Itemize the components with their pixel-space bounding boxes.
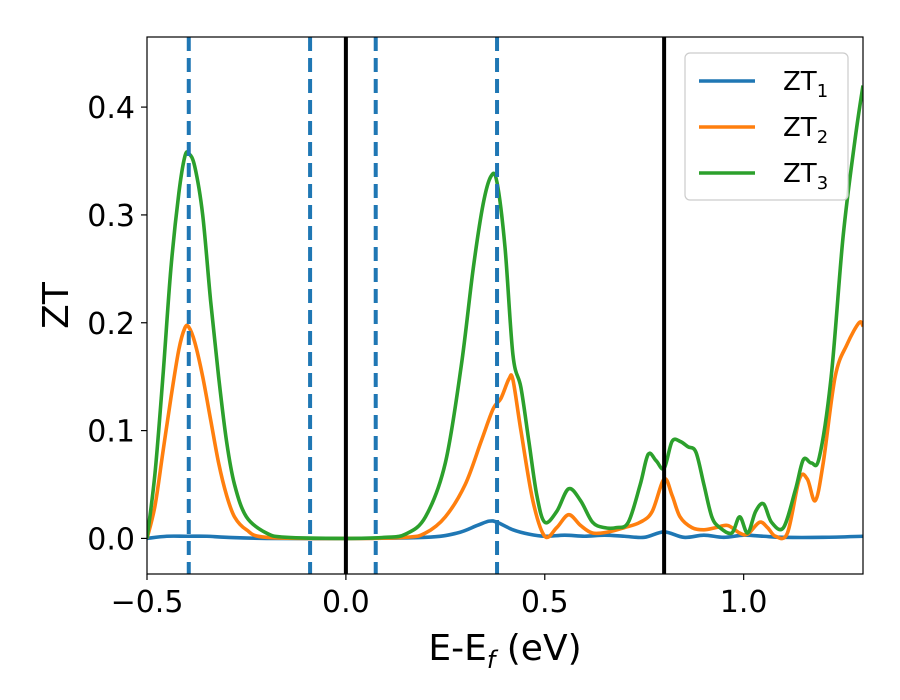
series-line-zt3 <box>147 85 863 541</box>
series-line-zt2 <box>147 320 863 541</box>
y-tick-label: 0.2 <box>87 307 135 342</box>
x-tick-label: 1.0 <box>720 585 768 620</box>
legend-label-zt1: ZT1 <box>783 67 828 102</box>
x-tick-label: 0.0 <box>322 585 370 620</box>
legend-box <box>684 52 849 201</box>
legend-label-zt2: ZT2 <box>783 113 828 148</box>
y-tick-label: 0.1 <box>87 415 135 450</box>
axes: −0.5 0.0 0.5 1.0 0.0 0.1 0.2 0.3 0.4 E-Ef (eV) ZT <box>36 36 864 674</box>
axes-frame <box>146 36 864 575</box>
legend-label-zt3: ZT3 <box>783 159 828 194</box>
y-axis-title: ZT <box>36 281 77 329</box>
x-tick-label: 0.5 <box>521 585 569 620</box>
y-tick-label: 0.4 <box>87 91 135 126</box>
y-tick-label: 0.3 <box>87 199 135 234</box>
x-tick-label: −0.5 <box>111 585 184 620</box>
plot-area <box>147 37 863 574</box>
data-region <box>147 37 863 574</box>
legend: ZT1 ZT2 ZT3 <box>684 52 849 201</box>
x-axis-title: E-Ef (eV) <box>428 628 581 674</box>
y-tick-label: 0.0 <box>87 522 135 557</box>
